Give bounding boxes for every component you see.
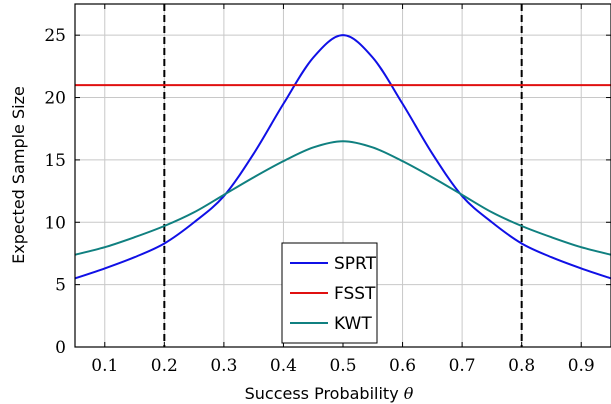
x-tick-label: 0.6 xyxy=(389,356,416,376)
x-tick-label: 0.5 xyxy=(329,356,356,376)
series-line-sprt xyxy=(74,34,611,280)
x-tick-label: 0.4 xyxy=(270,356,297,376)
x-tick-label: 0.8 xyxy=(508,356,535,376)
legend: SPRT FSST KWT xyxy=(281,242,378,344)
y-tick-label: 15 xyxy=(44,151,66,171)
y-tick-label: 25 xyxy=(44,26,66,46)
x-tick-label: 0.3 xyxy=(210,356,237,376)
series-line-kwt xyxy=(74,140,611,256)
plot-frame xyxy=(74,3,611,348)
x-axis-label: Success Probability θ xyxy=(245,384,414,403)
legend-label-kwt: KWT xyxy=(334,314,372,334)
y-axis-label: Expected Sample Size xyxy=(9,86,28,264)
threshold-lines xyxy=(163,4,523,347)
y-tick-label: 10 xyxy=(44,213,66,233)
legend-label-sprt: SPRT xyxy=(334,254,377,274)
y-tick-labels: 0 5 10 15 20 25 xyxy=(44,26,66,358)
x-tick-label: 0.7 xyxy=(449,356,476,376)
x-axis-symbol: θ xyxy=(404,384,414,403)
legend-label-fsst: FSST xyxy=(334,284,376,304)
x-tick-labels: 0.1 0.2 0.3 0.4 0.5 0.6 0.7 0.8 0.9 xyxy=(91,356,594,376)
y-tick-label: 0 xyxy=(55,338,66,358)
y-tick-label: 20 xyxy=(44,89,66,109)
x-tick-label: 0.9 xyxy=(568,356,595,376)
x-tick-label: 0.2 xyxy=(151,356,178,376)
series-lines xyxy=(74,34,611,280)
x-tick-label: 0.1 xyxy=(91,356,118,376)
y-tick-label: 5 xyxy=(55,276,66,296)
